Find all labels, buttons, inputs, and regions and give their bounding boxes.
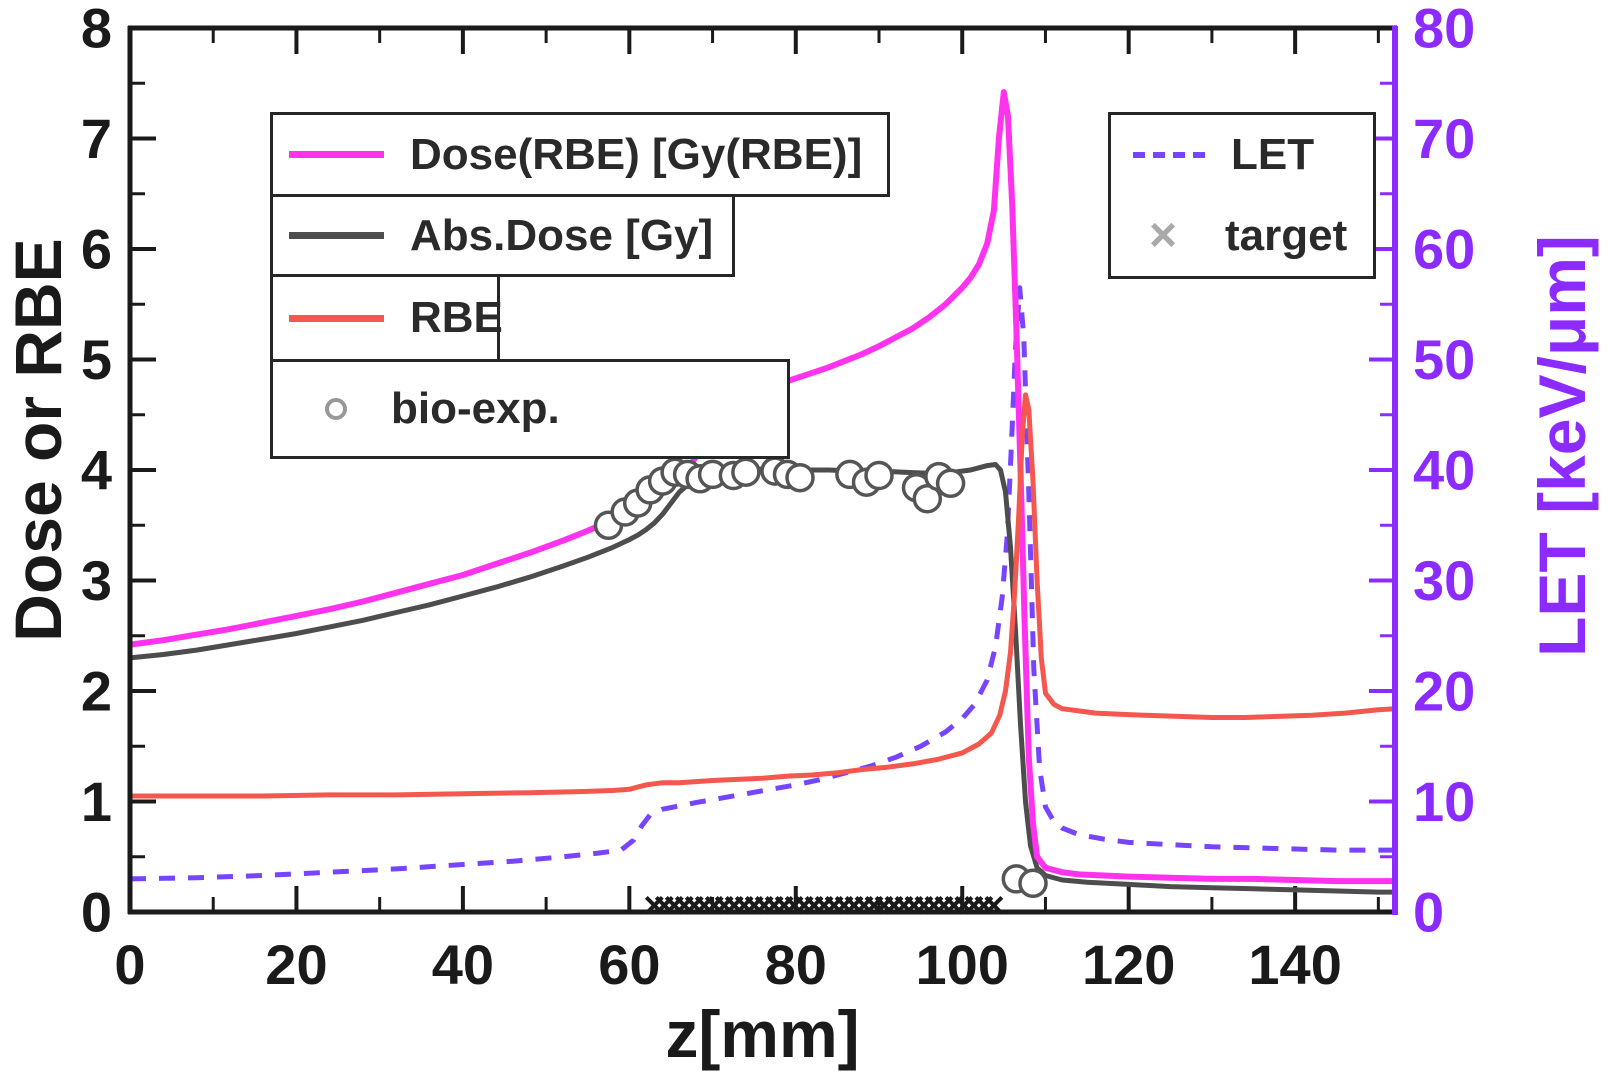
legend-label-abs-dose: Abs.Dose [Gy] bbox=[410, 210, 714, 260]
legend-box-abs-dose: Abs.Dose [Gy] bbox=[270, 194, 735, 277]
x-tick-label: 20 bbox=[265, 933, 327, 996]
legend-box-let-target: LET × target bbox=[1108, 112, 1376, 279]
series-line-dose_rbe bbox=[129, 89, 1395, 885]
target-x-swatch-icon: × bbox=[1148, 208, 1178, 262]
abs-dose-line-swatch-icon bbox=[289, 232, 384, 239]
legend-label-rbe: RBE bbox=[410, 293, 503, 342]
legend-entry-rbe: RBE bbox=[273, 277, 503, 359]
y-right-tick-label: 50 bbox=[1413, 328, 1475, 391]
x-tick-label: 40 bbox=[432, 933, 494, 996]
legend-entry-target: × target bbox=[1111, 196, 1373, 277]
legend-box-bio-exp: bio-exp. bbox=[270, 359, 790, 459]
y-left-tick-label: 3 bbox=[81, 549, 112, 612]
x-tick-label: 120 bbox=[1082, 933, 1175, 996]
y-right-tick-label: 10 bbox=[1413, 770, 1475, 833]
rbe-line-swatch-icon bbox=[289, 314, 384, 322]
legend-label-dose-rbe: Dose(RBE) [Gy(RBE)] bbox=[410, 129, 863, 179]
x-axis-title: z[mm] bbox=[665, 997, 860, 1071]
bio-exp-marker bbox=[1018, 868, 1048, 899]
dose-rbe-line-swatch-icon bbox=[289, 151, 384, 158]
x-tick-label: 0 bbox=[114, 933, 145, 996]
legend-box-dose-rbe: Dose(RBE) [Gy(RBE)] bbox=[270, 112, 890, 197]
y-left-tick-label: 4 bbox=[81, 439, 112, 502]
y-left-tick-label: 6 bbox=[81, 218, 112, 281]
bio-exp-circle-swatch-icon bbox=[325, 398, 347, 420]
x-tick-label: 60 bbox=[598, 933, 660, 996]
legend-entry-let: LET bbox=[1111, 115, 1373, 196]
legend-label-target: target bbox=[1225, 210, 1348, 260]
series-line-rbe bbox=[130, 392, 1396, 799]
y-left-tick-label: 0 bbox=[81, 881, 112, 944]
y-left-tick-label: 1 bbox=[81, 770, 112, 833]
bio-exp-marker bbox=[785, 462, 815, 493]
x-tick-label: 140 bbox=[1248, 933, 1341, 996]
y-right-tick-label: 80 bbox=[1413, 0, 1475, 60]
legend-entry-abs-dose: Abs.Dose [Gy] bbox=[273, 197, 732, 274]
let-dashed-line-swatch-icon bbox=[1133, 152, 1205, 159]
y-right-tick-label: 0 bbox=[1413, 881, 1444, 944]
bio-exp-marker bbox=[935, 468, 966, 499]
y-left-tick-label: 7 bbox=[81, 107, 112, 170]
y-left-tick-label: 5 bbox=[81, 328, 112, 391]
x-tick-label: 80 bbox=[765, 933, 827, 996]
bio-exp-marker bbox=[864, 460, 894, 491]
legend-box-rbe: RBE bbox=[270, 274, 503, 362]
y-axis-title-left: Dose or RBE bbox=[1, 238, 75, 642]
legend-entry-bio-exp: bio-exp. bbox=[273, 362, 787, 456]
x-tick-label: 100 bbox=[916, 933, 1009, 996]
legend-label-bio-exp: bio-exp. bbox=[391, 384, 560, 433]
y-axis-title-right: LET [keV/μm] bbox=[1525, 235, 1599, 657]
legend-entry-dose-rbe: Dose(RBE) [Gy(RBE)] bbox=[273, 115, 887, 194]
legend-label-let: LET bbox=[1231, 130, 1315, 180]
y-left-tick-label: 2 bbox=[81, 660, 112, 723]
y-right-tick-label: 60 bbox=[1413, 218, 1475, 281]
bio-exp-marker bbox=[731, 457, 761, 487]
series-line-abs_dose bbox=[129, 462, 1395, 895]
y-right-tick-label: 40 bbox=[1413, 439, 1475, 502]
series-line-let bbox=[129, 285, 1395, 882]
y-right-tick-label: 70 bbox=[1413, 107, 1475, 170]
y-right-tick-label: 20 bbox=[1413, 660, 1475, 723]
y-right-tick-label: 30 bbox=[1413, 549, 1475, 612]
y-left-tick-label: 8 bbox=[81, 0, 112, 60]
